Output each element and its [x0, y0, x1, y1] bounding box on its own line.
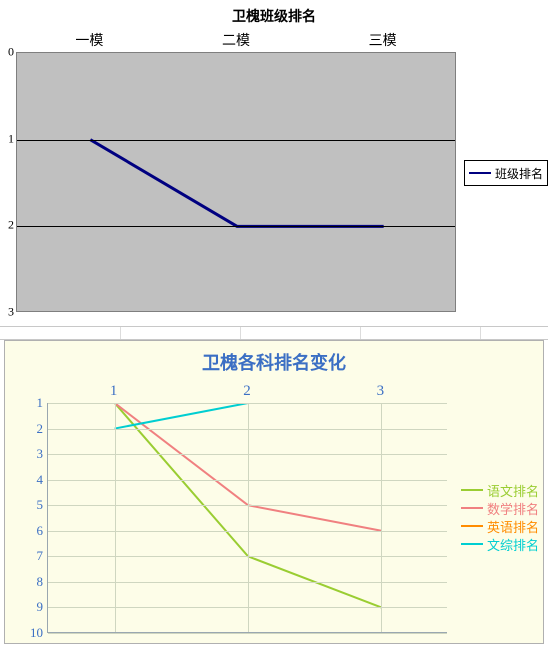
- bottom-x-tick-label: 3: [377, 383, 385, 400]
- bottom-y-tick-label: 7: [21, 548, 43, 564]
- sep-tick: [120, 327, 121, 339]
- bottom-y-tick-label: 6: [21, 523, 43, 539]
- top-legend-swatch: [469, 172, 491, 174]
- top-plot: [16, 52, 456, 312]
- top-y-tick-label: 0: [0, 45, 14, 60]
- top-plot-area: [16, 52, 456, 312]
- sep-tick: [360, 327, 361, 339]
- bottom-legend-swatch: [461, 489, 483, 491]
- top-series-svg: [17, 53, 457, 313]
- bottom-legend-item: 英语排名: [461, 517, 539, 535]
- bottom-gridline-v: [115, 403, 116, 632]
- bottom-legend-label: 英语排名: [487, 517, 539, 536]
- top-x-tick-label: 二模: [222, 30, 250, 50]
- bottom-y-tick-label: 1: [21, 395, 43, 411]
- bottom-gridline-v: [248, 403, 249, 632]
- bottom-legend-item: 语文排名: [461, 481, 539, 499]
- bottom-legend-swatch: [461, 525, 483, 527]
- bottom-chart-title: 卫槐各科排名变化: [5, 349, 543, 375]
- bottom-legend-swatch: [461, 543, 483, 545]
- top-y-tick-label: 2: [0, 218, 14, 233]
- bottom-x-tick-label: 2: [243, 383, 251, 400]
- top-legend: 班级排名: [464, 160, 548, 186]
- top-gridline: [17, 140, 455, 141]
- bottom-y-tick-label: 10: [21, 625, 43, 641]
- bottom-legend: 语文排名数学排名英语排名文综排名: [461, 481, 539, 553]
- top-legend-label: 班级排名: [495, 165, 543, 182]
- bottom-legend-item: 文综排名: [461, 535, 539, 553]
- bottom-chart-panel: 卫槐各科排名变化 1 2 3 1 2 3 4 5 6 7 8 9 10 语文排名数学排名英语排名文综排…: [4, 340, 544, 644]
- bottom-y-tick-label: 4: [21, 472, 43, 488]
- bottom-plot: [47, 403, 447, 633]
- bottom-gridline-v: [381, 403, 382, 632]
- bottom-legend-label: 语文排名: [487, 481, 539, 500]
- top-y-tick-label: 3: [0, 305, 14, 320]
- top-chart-title: 卫槐班级排名: [0, 6, 548, 26]
- top-gridline: [17, 226, 455, 227]
- sep-tick: [240, 327, 241, 339]
- bottom-legend-item: 数学排名: [461, 499, 539, 517]
- top-chart-panel: 卫槐班级排名 一模 二模 三模 0 1 2 3 班级排名: [0, 0, 548, 325]
- bottom-x-tick-label: 1: [110, 383, 118, 400]
- bottom-y-tick-label: 3: [21, 446, 43, 462]
- separator: [0, 326, 548, 340]
- bottom-legend-swatch: [461, 507, 483, 509]
- bottom-y-tick-label: 9: [21, 599, 43, 615]
- bottom-y-tick-label: 2: [21, 421, 43, 437]
- bottom-legend-label: 文综排名: [487, 535, 539, 554]
- top-series-line: [90, 140, 383, 227]
- top-y-tick-label: 1: [0, 131, 14, 146]
- bottom-y-tick-label: 5: [21, 497, 43, 513]
- bottom-gridline-h: [48, 633, 447, 634]
- sep-tick: [480, 327, 481, 339]
- top-x-tick-label: 三模: [369, 30, 397, 50]
- top-x-tick-label: 一模: [75, 30, 103, 50]
- bottom-y-tick-label: 8: [21, 574, 43, 590]
- page: 卫槐班级排名 一模 二模 三模 0 1 2 3 班级排名 卫槐各科排名变化 1 2 3 1 2 3…: [0, 0, 548, 647]
- bottom-legend-label: 数学排名: [487, 499, 539, 518]
